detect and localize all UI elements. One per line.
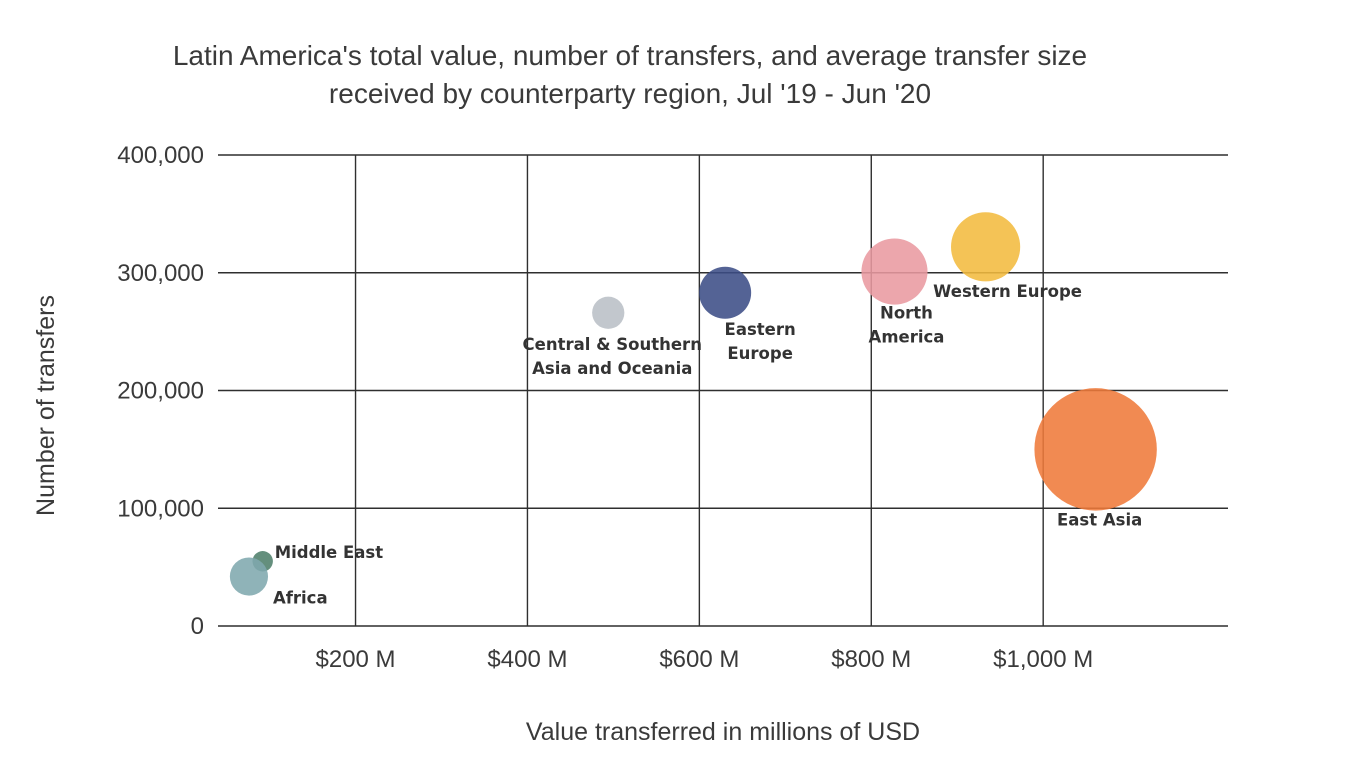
y-tick-label: 200,000 — [117, 378, 204, 405]
y-tick-label: 400,000 — [117, 142, 204, 169]
bubble-label: America — [869, 328, 945, 347]
bubble-central-southern-asia-and-oceania — [592, 296, 625, 329]
bubble-label: Middle East — [275, 543, 384, 562]
bubble-western-europe — [951, 212, 1021, 282]
bubble-label: Asia and Oceania — [532, 359, 692, 378]
x-tick-label: $400 M — [487, 646, 567, 673]
bubble-eastern-europe — [699, 266, 752, 319]
bubble-label: Central & Southern — [523, 335, 702, 354]
bubble-africa — [229, 557, 269, 596]
bubble-east-asia — [1034, 388, 1157, 511]
grid — [218, 154, 1228, 627]
chart-title-line-1: Latin America's total value, number of t… — [172, 40, 1088, 71]
bubble-label: Western Europe — [933, 282, 1082, 301]
chart-title-line-2: received by counterparty region, Jul '19… — [328, 78, 932, 109]
y-tick-label: 300,000 — [117, 260, 204, 287]
x-tick-label: $1,000 M — [993, 646, 1093, 673]
x-tick-label: $800 M — [831, 646, 911, 673]
y-tick-label: 0 — [191, 613, 204, 640]
bubble-label: Eastern — [725, 320, 796, 339]
x-tick-label: $200 M — [316, 646, 396, 673]
x-tick-label: $600 M — [659, 646, 739, 673]
bubbles — [229, 212, 1157, 596]
bubble-label: Europe — [727, 344, 793, 363]
y-tick-label: 100,000 — [117, 495, 204, 522]
bubble-labels: Middle East Africa Central & Southern Asia … — [273, 282, 1142, 608]
bubble-north-america — [861, 238, 928, 305]
bubble-label: East Asia — [1057, 510, 1142, 529]
bubble-label: North — [880, 304, 933, 323]
axis-ticks: 0 100,000 200,000 300,000 400,000 $200 M $400 … — [117, 142, 1093, 673]
x-axis-title: Value transferred in millions of USD — [526, 718, 920, 746]
y-axis-title: Number of transfers — [32, 295, 60, 516]
bubble-label: Africa — [273, 589, 328, 608]
